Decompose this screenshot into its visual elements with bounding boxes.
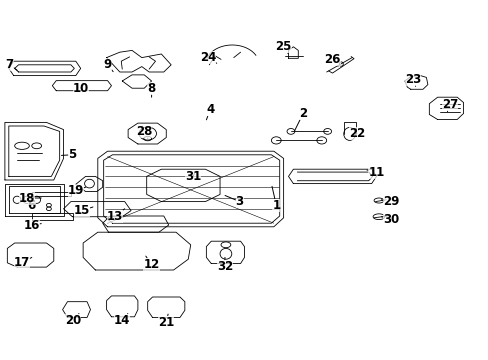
Text: 31: 31 xyxy=(184,170,201,183)
Text: 32: 32 xyxy=(216,257,233,273)
Text: 3: 3 xyxy=(224,195,243,208)
Text: 23: 23 xyxy=(404,73,421,86)
Text: 4: 4 xyxy=(206,103,214,120)
Text: 19: 19 xyxy=(67,184,85,197)
Text: 25: 25 xyxy=(275,40,291,54)
Text: 28: 28 xyxy=(136,125,152,138)
Text: 1: 1 xyxy=(271,186,280,212)
Text: 24: 24 xyxy=(199,51,216,64)
Text: 6: 6 xyxy=(28,197,36,212)
Text: 29: 29 xyxy=(381,195,399,208)
Text: 12: 12 xyxy=(143,256,160,271)
Text: 16: 16 xyxy=(23,219,41,231)
Text: 27: 27 xyxy=(441,98,457,112)
Text: 9: 9 xyxy=(103,58,113,72)
Text: 11: 11 xyxy=(366,166,384,179)
Text: 26: 26 xyxy=(324,53,340,66)
Text: 8: 8 xyxy=(147,82,155,97)
Text: 13: 13 xyxy=(106,209,124,222)
Text: 30: 30 xyxy=(381,213,399,226)
Text: 5: 5 xyxy=(61,148,76,161)
Text: 10: 10 xyxy=(72,82,89,95)
Text: 18: 18 xyxy=(19,192,41,204)
Text: 22: 22 xyxy=(348,127,365,140)
Text: 2: 2 xyxy=(294,107,306,131)
Text: 21: 21 xyxy=(158,314,174,329)
Text: 17: 17 xyxy=(14,256,32,269)
Text: 7: 7 xyxy=(6,58,17,71)
Text: 14: 14 xyxy=(114,314,130,327)
Text: 15: 15 xyxy=(74,204,93,217)
Text: 20: 20 xyxy=(65,314,81,327)
